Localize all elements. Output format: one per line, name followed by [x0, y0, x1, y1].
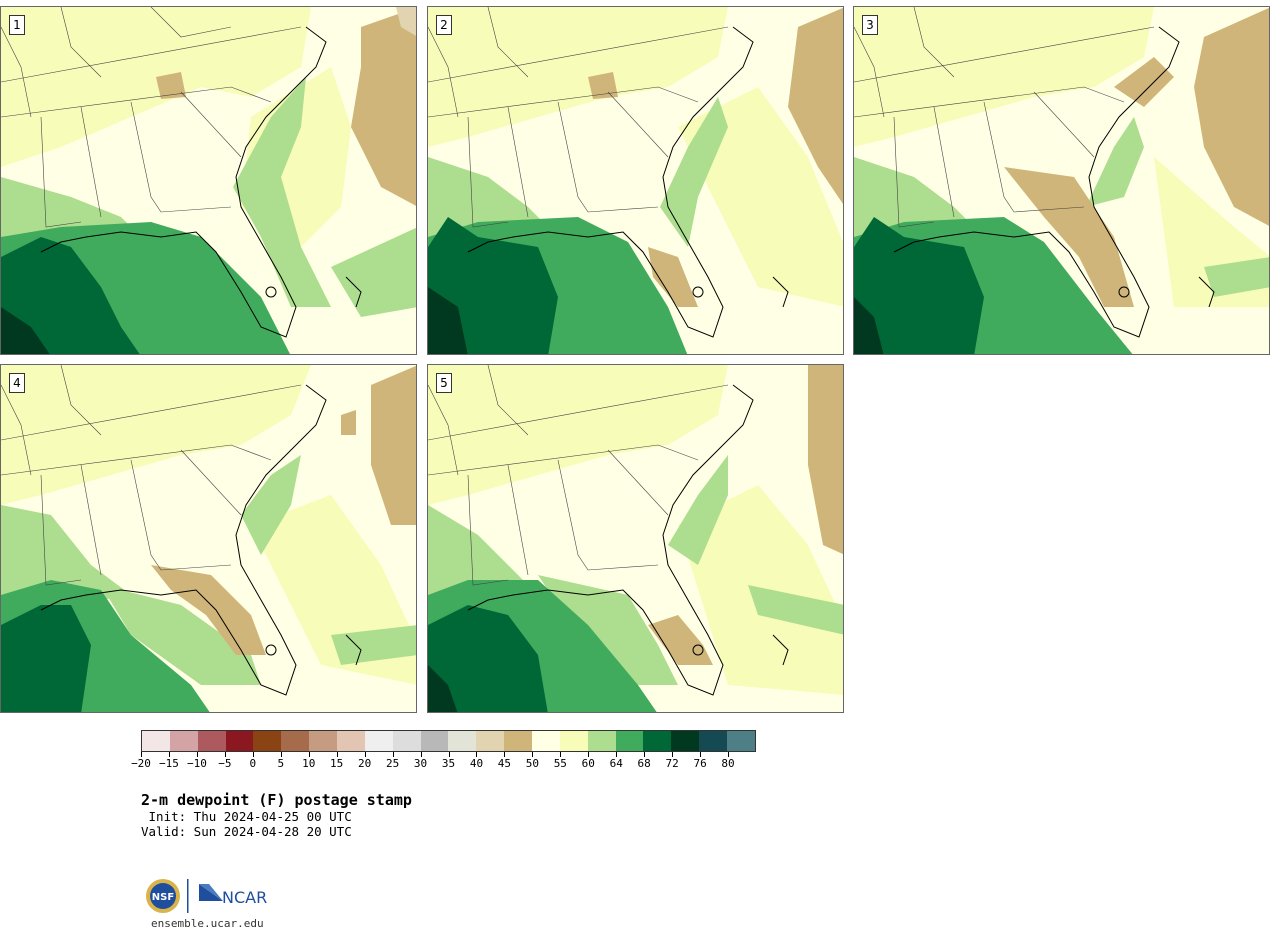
colorbar-tick [364, 752, 366, 757]
colorbar-tick-labels: −20 −15 −10 −5 0 5 10 15 20 25 30 35 40 45 50 55 60 64 68 7… [131, 752, 756, 772]
colorbar-tick [141, 752, 142, 757]
colorbar-tick-label: −20 [131, 757, 151, 770]
colorbar-tick-label: 15 [330, 757, 344, 770]
colorbar-tick-label: 25 [385, 757, 400, 770]
colorbar-swatch [337, 731, 365, 751]
ncar-text: NCAR [222, 888, 267, 907]
colorbar-swatch [169, 731, 198, 751]
colorbar-swatch [727, 731, 755, 751]
colorbar-tick-label: 60 [581, 757, 595, 770]
map-panel-1: 1 [0, 6, 417, 355]
map-panel-5: 5 [427, 364, 844, 713]
nsf-text: NSF [152, 892, 174, 903]
colorbar-tick [700, 752, 702, 757]
chart-title: 2-m dewpoint (F) postage stamp [141, 791, 412, 809]
colorbar-tick [196, 752, 198, 757]
colorbar-tick-label: 50 [525, 757, 539, 770]
colorbar-tick [560, 752, 562, 757]
colorbar-swatch [392, 731, 421, 751]
colorbar-tick-label: 10 [302, 757, 316, 770]
map-panel-3: 3 [853, 6, 1270, 355]
colorbar-swatch [309, 731, 338, 751]
colorbar-swatch [225, 731, 254, 751]
colorbar-tick-label: −15 [159, 757, 179, 770]
colorbar-tick-label: 80 [721, 757, 735, 770]
colorbar-tick [392, 752, 394, 757]
colorbar-tick [728, 752, 730, 757]
map-panel-2: 2 [427, 6, 844, 355]
colorbar-tick [448, 752, 450, 757]
init-time: Init: Thu 2024-04-25 00 UTC [141, 809, 352, 824]
colorbar-swatch [448, 731, 477, 751]
panel-number: 2 [436, 15, 452, 35]
colorbar-tick [420, 752, 422, 757]
colorbar-tick-label: 20 [358, 757, 372, 770]
colorbar-swatch [281, 731, 310, 751]
colorbar-tick-label: 5 [277, 757, 285, 770]
dewpoint-map-2 [428, 7, 843, 354]
colorbar-tick [336, 752, 338, 757]
colorbar-tick [224, 752, 226, 757]
colorbar-swatch [504, 731, 533, 751]
colorbar-tick [252, 752, 254, 757]
colorbar-swatch [253, 731, 282, 751]
colorbar-swatch [671, 731, 700, 751]
colorbar-tick-label: 35 [441, 757, 456, 770]
valid-time: Valid: Sun 2024-04-28 20 UTC [141, 824, 352, 839]
panel-number: 5 [436, 373, 452, 393]
colorbar-tick [476, 752, 478, 757]
colorbar-tick [504, 752, 506, 757]
colorbar-tick-label: 55 [553, 757, 567, 770]
colorbar-tick-label: 68 [637, 757, 651, 770]
colorbar-tick-label: 72 [665, 757, 679, 770]
colorbar-tick [616, 752, 618, 757]
colorbar-tick-label: 76 [693, 757, 707, 770]
dewpoint-map-5 [428, 365, 843, 712]
colorbar-tick-label: 64 [609, 757, 623, 770]
dewpoint-map-1 [1, 7, 416, 354]
colorbar-swatch [476, 731, 505, 751]
panel-number: 1 [9, 15, 25, 35]
colorbar-swatch [587, 731, 616, 751]
dewpoint-map-4 [1, 365, 416, 712]
colorbar-swatch [197, 731, 226, 751]
map-panel-4: 4 [0, 364, 417, 713]
colorbar-swatch [420, 731, 449, 751]
colorbar-tick [308, 752, 310, 757]
colorbar-swatch [532, 731, 560, 751]
colorbar-tick-label: 0 [249, 757, 257, 770]
colorbar-tick [532, 752, 534, 757]
colorbar-tick [672, 752, 674, 757]
colorbar-swatch [142, 731, 170, 751]
colorbar-tick-label: 40 [469, 757, 484, 770]
colorbar-tick [168, 752, 170, 757]
colorbar-swatch [643, 731, 672, 751]
colorbar-swatch [364, 731, 393, 751]
dewpoint-map-3 [854, 7, 1269, 354]
colorbar-swatch [559, 731, 588, 751]
colorbar-tick-label: −5 [218, 757, 232, 770]
panel-number: 4 [9, 373, 25, 393]
colorbar-tick [644, 752, 646, 757]
nsf-ncar-logo: NSF NCAR [146, 879, 267, 913]
colorbar-tick [588, 752, 590, 757]
colorbar-tick-label: 30 [413, 757, 428, 770]
panel-number: 3 [862, 15, 878, 35]
colorbar-tick-label: 45 [497, 757, 512, 770]
ncar-logo: NCAR [199, 884, 267, 907]
dewpoint-colorbar [141, 730, 756, 752]
colorbar-tick-label: −10 [186, 757, 207, 770]
website-url: ensemble.ucar.edu [151, 917, 264, 930]
colorbar-swatch [699, 731, 728, 751]
colorbar-tick [280, 752, 282, 757]
nsf-logo: NSF [146, 879, 180, 913]
colorbar-swatch [615, 731, 644, 751]
